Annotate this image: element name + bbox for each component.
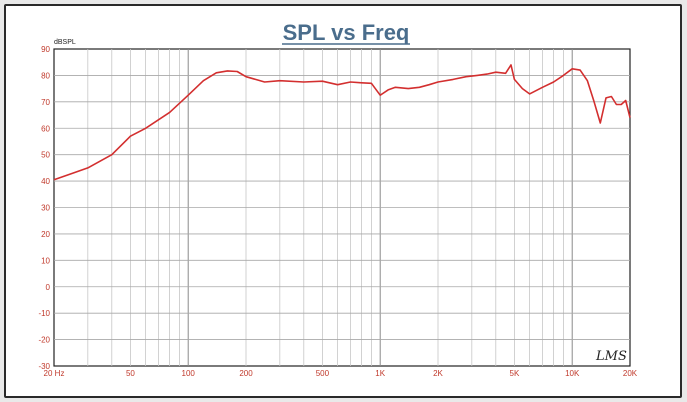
y-tick-label: 60 bbox=[41, 124, 50, 133]
x-axis-ticks: 20 Hz 50 100 200 500 1K 2K 5K 10K 20K bbox=[44, 369, 638, 378]
spl-vs-freq-chart: SPL vs Freq 9080706050403020100-10-20-30… bbox=[38, 20, 638, 378]
y-tick-label: 50 bbox=[41, 151, 50, 160]
y-tick-label: -20 bbox=[38, 336, 50, 345]
y-tick-label: 40 bbox=[41, 177, 50, 186]
x-tick-label: 10K bbox=[565, 369, 580, 378]
y-axis-ticks: 90 80 70 60 50 40 30 20 10 0 -10 -20 -30 bbox=[38, 45, 50, 371]
y-tick-label: 70 bbox=[41, 98, 50, 107]
x-tick-label: 100 bbox=[182, 369, 196, 378]
y-tick-label: 30 bbox=[41, 204, 50, 213]
x-tick-label: 5K bbox=[510, 369, 520, 378]
chart-frame: SPL vs Freq 90 80 70 60 50 40 30 20 10 0 -10 -20 -30… bbox=[4, 4, 682, 398]
lms-logo-annotation: LMS bbox=[595, 349, 627, 364]
grid bbox=[54, 49, 630, 366]
x-tick-label: 500 bbox=[316, 369, 330, 378]
x-tick-label: 50 bbox=[126, 369, 135, 378]
y-axis-label: dBSPL bbox=[54, 39, 76, 46]
series-line-spl bbox=[53, 64, 631, 181]
x-tick-label: 20 Hz bbox=[44, 369, 65, 378]
y-tick-label: 20 bbox=[41, 230, 50, 239]
y-tick-label: 0 bbox=[46, 283, 51, 292]
x-tick-label: 1K bbox=[375, 369, 385, 378]
y-tick-label: 80 bbox=[41, 71, 50, 80]
x-tick-label: 200 bbox=[239, 369, 253, 378]
x-tick-label: 20K bbox=[623, 369, 638, 378]
y-tick-label: -30 bbox=[38, 362, 50, 371]
chart-title: SPL vs Freq bbox=[283, 20, 410, 45]
y-tick-label: 10 bbox=[41, 256, 50, 265]
y-tick-label: 90 bbox=[41, 45, 50, 54]
x-tick-label: 2K bbox=[433, 369, 443, 378]
series bbox=[53, 64, 631, 181]
y-tick-label: -10 bbox=[38, 309, 50, 318]
